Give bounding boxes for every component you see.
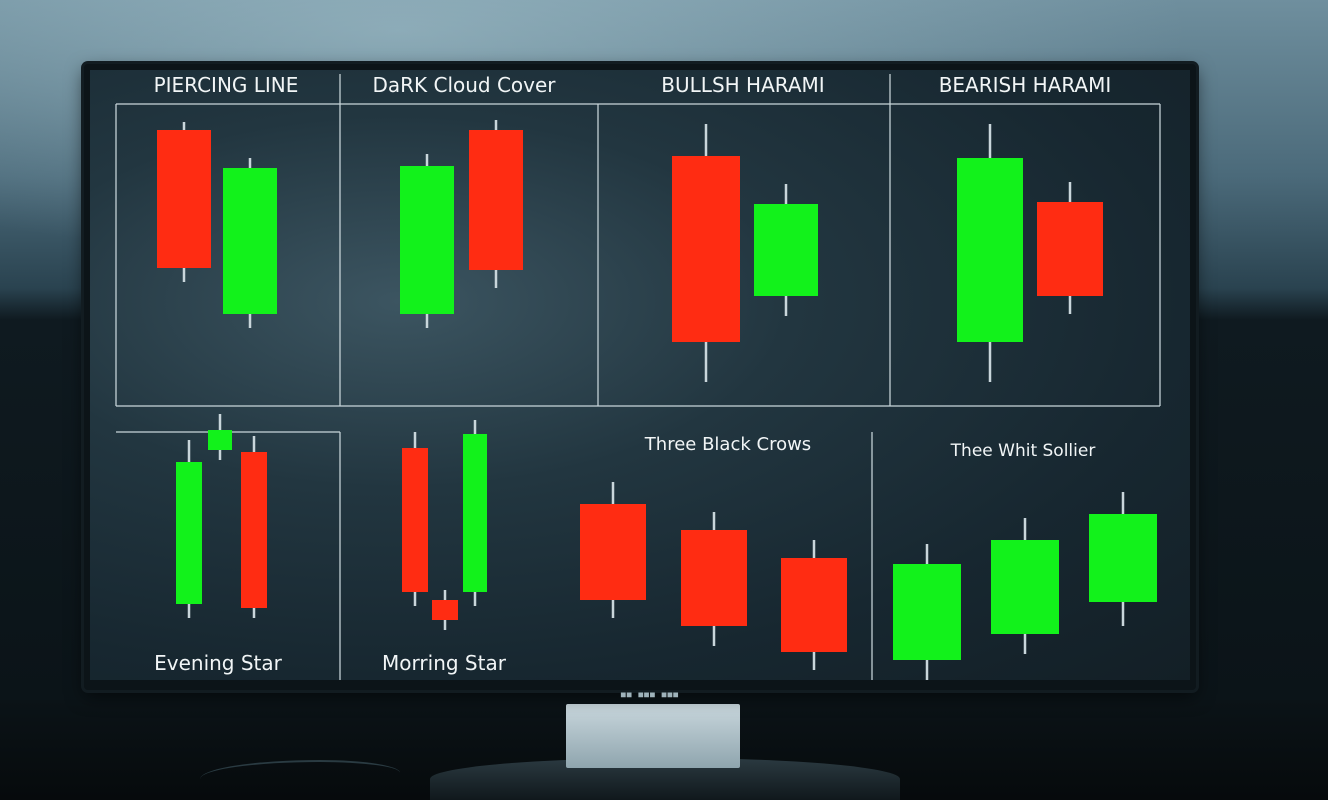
panel-title-evening-star: Evening Star	[154, 651, 283, 675]
candle-darkcloud-2-body	[469, 130, 523, 270]
candle-piercing-2-body	[223, 168, 277, 314]
candles-layer	[157, 120, 1157, 680]
candle-bullharami-2-body	[754, 204, 818, 296]
candle-bullharami-1-body	[672, 156, 740, 342]
candle-evening-3	[241, 436, 267, 618]
candle-bearharami-1-body	[957, 158, 1023, 342]
candle-crow-2	[681, 512, 747, 646]
candle-soldier-1-body	[893, 564, 961, 660]
candle-piercing-1-body	[157, 130, 211, 268]
monitor-cable	[200, 760, 400, 792]
candle-bearharami-1	[957, 124, 1023, 382]
panel-title-three-white-soldiers: Thee Whit Sollier	[950, 441, 1096, 461]
monitor-brand-logo: ■■ ■■■ ■■■	[620, 690, 680, 699]
candlestick-patterns-chart: PIERCING LINE DaRK Cloud Cover BULLSH HA…	[115, 73, 1161, 680]
candle-morning-2	[432, 590, 458, 630]
monitor-screen: PIERCING LINE DaRK Cloud Cover BULLSH HA…	[90, 70, 1190, 680]
candle-evening-1	[176, 440, 202, 618]
candle-piercing-1	[157, 122, 211, 282]
monitor-stand-neck	[566, 704, 740, 768]
candle-soldier-2-body	[991, 540, 1059, 634]
candle-morning-2-body	[432, 600, 458, 620]
panel-title-piercing-line: PIERCING LINE	[154, 73, 299, 97]
candle-morning-1-body	[402, 448, 428, 592]
panel-title-bearish-harami: BEARISH HARAMI	[939, 73, 1112, 97]
candle-evening-2	[208, 414, 232, 460]
candle-crow-3	[781, 540, 847, 670]
panel-title-morning-star: Morring Star	[382, 651, 507, 675]
candle-morning-3-body	[463, 434, 487, 592]
candle-piercing-2	[223, 158, 277, 328]
candle-crow-2-body	[681, 530, 747, 626]
candle-bearharami-2	[1037, 182, 1103, 314]
candle-soldier-3-body	[1089, 514, 1157, 602]
candle-darkcloud-2	[469, 120, 523, 288]
candle-bullharami-2	[754, 184, 818, 316]
candle-soldier-2	[991, 518, 1059, 654]
candle-morning-1	[402, 432, 428, 606]
candle-crow-1-body	[580, 504, 646, 600]
monitor: PIERCING LINE DaRK Cloud Cover BULLSH HA…	[84, 64, 1196, 690]
candle-evening-3-body	[241, 452, 267, 608]
candle-bullharami-1	[672, 124, 740, 382]
panel-grid	[115, 74, 1161, 680]
candle-morning-3	[463, 420, 487, 606]
candle-crow-3-body	[781, 558, 847, 652]
panel-title-three-black-crows: Three Black Crows	[644, 434, 811, 455]
panel-title-dark-cloud-cover: DaRK Cloud Cover	[372, 73, 556, 97]
candle-darkcloud-1-body	[400, 166, 454, 314]
candle-bearharami-2-body	[1037, 202, 1103, 296]
candle-evening-1-body	[176, 462, 202, 604]
candle-soldier-3	[1089, 492, 1157, 626]
candle-darkcloud-1	[400, 154, 454, 328]
panel-title-bullish-harami: BULLSH HARAMI	[661, 73, 824, 97]
candle-crow-1	[580, 482, 646, 618]
candle-soldier-1	[893, 544, 961, 680]
candle-evening-2-body	[208, 430, 232, 450]
